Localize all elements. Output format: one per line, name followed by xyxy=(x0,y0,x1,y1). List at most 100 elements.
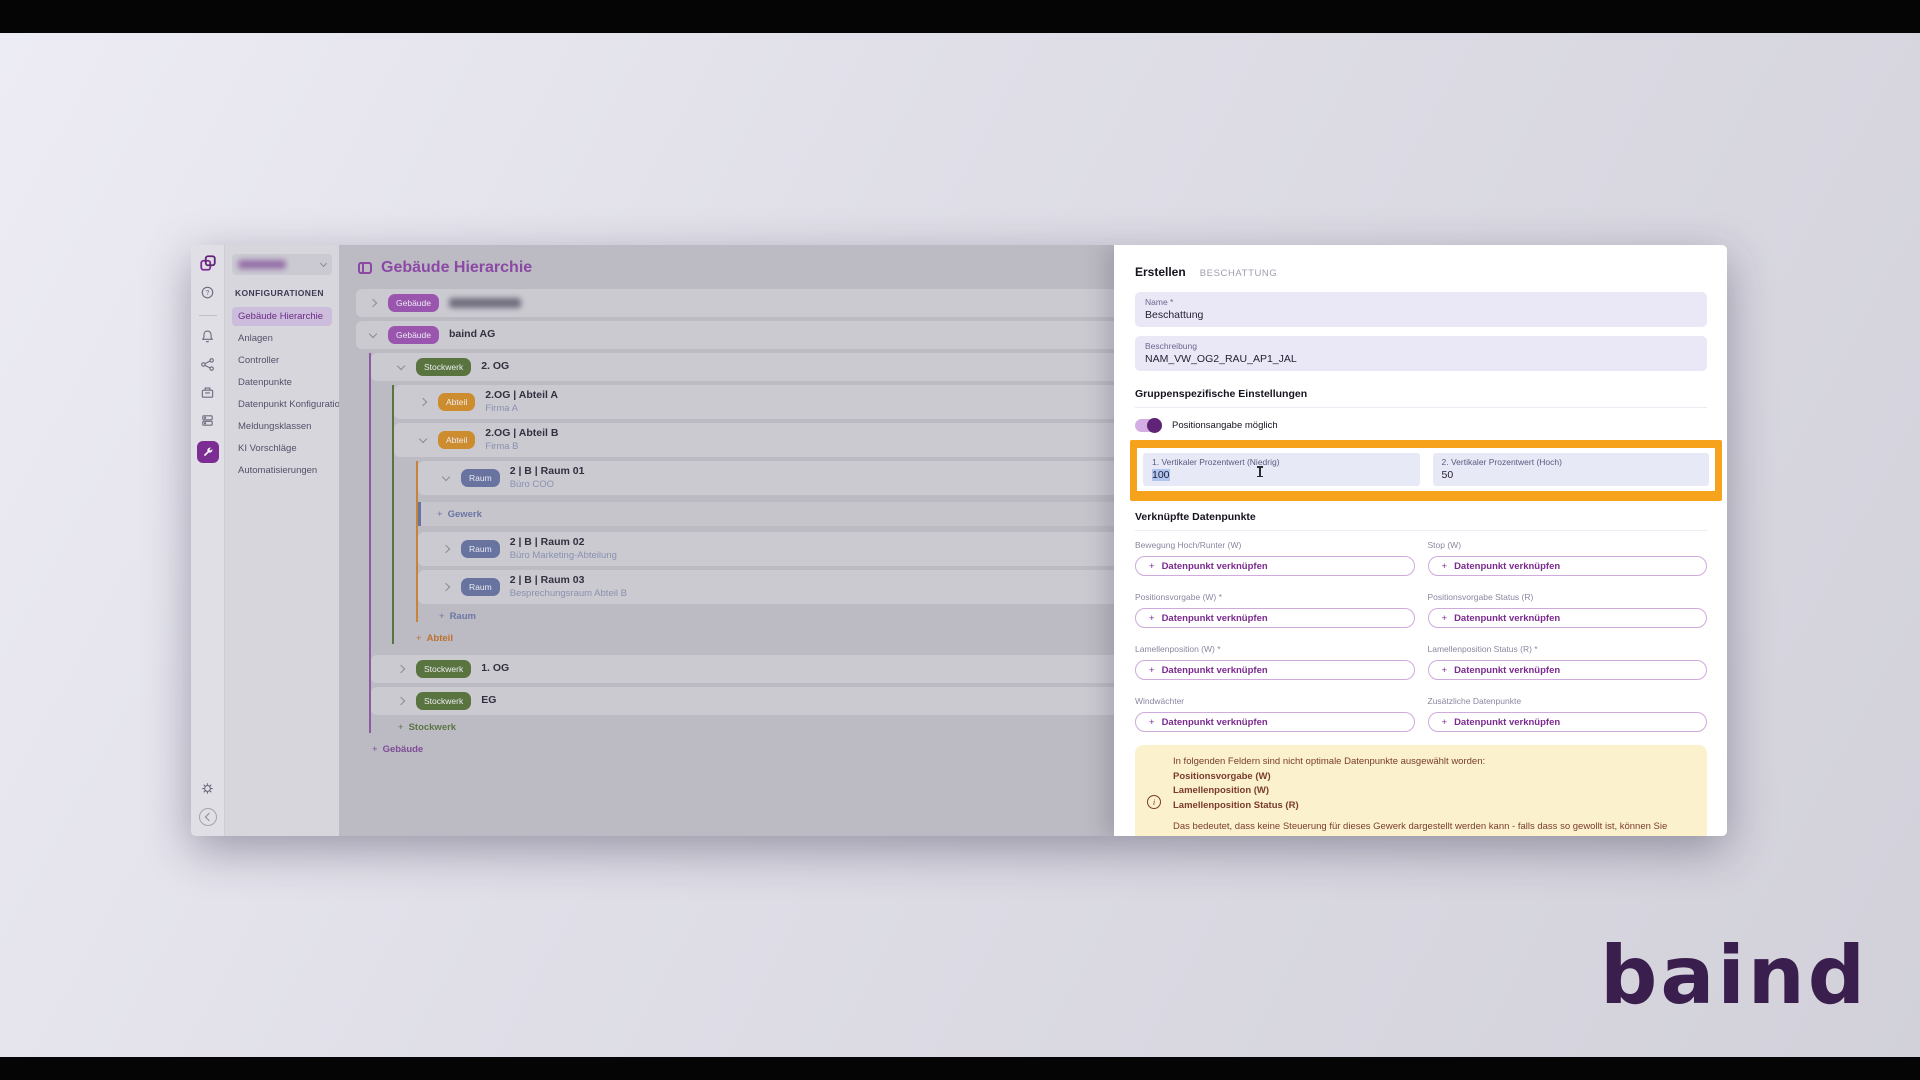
workspace-select[interactable] xyxy=(232,254,332,275)
sidebar-item-datenpunkt-konfiguration[interactable]: Datenpunkt Konfiguration xyxy=(238,399,346,410)
tree-row-raum-01[interactable]: Raum 2 | B | Raum 01 Büro COO xyxy=(418,461,1114,495)
position-toggle-row[interactable]: Positionsangabe möglich xyxy=(1135,418,1707,433)
sidebar-item-gebaeude-hierarchie[interactable]: Gebäude Hierarchie xyxy=(232,307,332,326)
chevron-right-icon[interactable] xyxy=(392,664,410,674)
gear-icon[interactable] xyxy=(200,781,215,796)
chevron-right-icon[interactable] xyxy=(392,696,410,706)
row-title: 2 | B | Raum 02 xyxy=(509,536,585,548)
floor-children-group: Abteil 2.OG | Abteil A Firma A Abteil 2.… xyxy=(392,385,1114,644)
row-subtitle: Besprechungsraum Abteil B xyxy=(509,588,627,600)
add-gebaeude-link[interactable]: Gebäude xyxy=(356,744,1114,755)
warning-outro: Das bedeutet, dass keine Steuerung für d… xyxy=(1173,820,1668,836)
field-label: 2. Vertikaler Prozentwert (Hoch) xyxy=(1441,457,1562,467)
plus-icon xyxy=(1149,717,1155,728)
sidebar-item-datenpunkte[interactable]: Datenpunkte xyxy=(238,377,292,388)
slot-label: Stop (W) xyxy=(1427,540,1462,550)
slot-positionsvorgabe: Positionsvorgabe (W) * Datenpunkt verknü… xyxy=(1135,585,1415,628)
datapoints-title: Verknüpfte Datenpunkte xyxy=(1135,511,1707,531)
plus-icon xyxy=(1149,561,1155,572)
toggle-on-icon[interactable] xyxy=(1135,418,1162,433)
sidebar-item-controller[interactable]: Controller xyxy=(238,355,280,366)
row-title: 2.OG | Abteil A xyxy=(485,389,559,401)
name-field-value: Beschattung xyxy=(1145,309,1204,321)
link-datapoint-button[interactable]: Datenpunkt verknüpfen xyxy=(1427,608,1707,628)
building-children-group: Stockwerk 2. OG Abteil 2.OG | Abteil A F… xyxy=(369,353,1114,733)
info-icon: i xyxy=(1147,795,1161,810)
row-title: 2 | B | Raum 03 xyxy=(509,574,585,586)
sidebar-item-ki-vorschlaege[interactable]: KI Vorschläge xyxy=(238,443,297,454)
link-datapoint-button[interactable]: Datenpunkt verknüpfen xyxy=(1427,712,1707,732)
link-datapoint-button[interactable]: Datenpunkt verknüpfen xyxy=(1427,556,1707,576)
drawer-title: Erstellen xyxy=(1135,265,1186,279)
bell-icon[interactable] xyxy=(200,329,215,344)
bottom-letterbox-bar xyxy=(0,1057,1920,1080)
tree-row-abteil-b[interactable]: Abteil 2.OG | Abteil B Firma B xyxy=(394,423,1114,457)
slot-label: Lamellenposition Status (R) * xyxy=(1427,644,1538,654)
type-badge: Raum xyxy=(461,469,500,487)
type-badge: Abteil xyxy=(438,431,476,449)
sidebar-section-label: KONFIGURATIONEN xyxy=(235,288,324,298)
tree-row-abteil-a[interactable]: Abteil 2.OG | Abteil A Firma A xyxy=(394,385,1114,419)
tree-row-building-redacted[interactable]: Gebäude xyxy=(356,289,1114,317)
group-settings-title: Gruppenspezifische Einstellungen xyxy=(1135,388,1707,408)
datapoints-icon[interactable] xyxy=(200,413,215,428)
slot-lamellenposition-status: Lamellenposition Status (R) * Datenpunkt… xyxy=(1427,637,1707,680)
tree-row-eg[interactable]: Stockwerk EG xyxy=(371,687,1114,715)
add-abteil-label: Abteil xyxy=(426,633,453,644)
vertical-percent-low-field[interactable]: 1. Vertikaler Prozentwert (Niedrig) 100 xyxy=(1143,453,1420,486)
link-button-label: Datenpunkt verknüpfen xyxy=(1454,716,1561,728)
warning-banner: i In folgenden Feldern sind nicht optima… xyxy=(1135,745,1707,836)
row-title: 2 | B | Raum 01 xyxy=(509,465,585,477)
link-button-label: Datenpunkt verknüpfen xyxy=(1454,560,1561,572)
add-gebaeude-label: Gebäude xyxy=(382,744,424,755)
tree-row-1og[interactable]: Stockwerk 1. OG xyxy=(371,655,1114,683)
vertical-percent-high-field[interactable]: 2. Vertikaler Prozentwert (Hoch) 50 xyxy=(1432,453,1709,486)
annotation-highlight-box: 1. Vertikaler Prozentwert (Niedrig) 100 … xyxy=(1130,440,1722,501)
top-letterbox-bar xyxy=(0,0,1920,33)
sidebar-item-automatisierungen[interactable]: Automatisierungen xyxy=(238,465,318,476)
slot-zusaetzliche: Zusätzliche Datenpunkte Datenpunkt verkn… xyxy=(1427,689,1707,732)
share-icon[interactable] xyxy=(200,357,215,372)
collapse-icon[interactable] xyxy=(198,808,217,826)
link-datapoint-button[interactable]: Datenpunkt verknüpfen xyxy=(1135,660,1415,680)
wrench-icon[interactable] xyxy=(196,441,219,463)
sidebar-item-meldungsklassen[interactable]: Meldungsklassen xyxy=(238,421,312,432)
tree-row-raum-03[interactable]: Raum 2 | B | Raum 03 Besprechungsraum Ab… xyxy=(418,570,1114,604)
chevron-right-icon[interactable] xyxy=(437,582,455,592)
assets-icon[interactable] xyxy=(200,385,215,400)
slot-stop: Stop (W) Datenpunkt verknüpfen xyxy=(1427,533,1707,576)
add-raum-link[interactable]: Raum xyxy=(418,611,1114,622)
description-field-value: NAM_VW_OG2_RAU_AP1_JAL xyxy=(1145,353,1297,365)
help-icon[interactable]: ? xyxy=(200,285,215,300)
link-datapoint-button[interactable]: Datenpunkt verknüpfen xyxy=(1135,712,1415,732)
chevron-down-icon[interactable] xyxy=(392,361,410,370)
name-field[interactable]: Name * Beschattung xyxy=(1135,292,1707,327)
chevron-down-icon[interactable] xyxy=(364,329,382,338)
chevron-right-icon[interactable] xyxy=(437,544,455,554)
plus-icon xyxy=(1442,613,1448,624)
chevron-down-icon[interactable] xyxy=(414,434,432,443)
chevron-right-icon[interactable] xyxy=(414,397,432,407)
link-datapoint-button[interactable]: Datenpunkt verknüpfen xyxy=(1427,660,1707,680)
slot-lamellenposition: Lamellenposition (W) * Datenpunkt verknü… xyxy=(1135,637,1415,680)
add-abteil-link[interactable]: Abteil xyxy=(394,633,1114,644)
chevron-down-icon[interactable] xyxy=(437,472,455,481)
name-field-label: Name * xyxy=(1145,297,1174,307)
description-field-label: Beschreibung xyxy=(1145,341,1197,351)
chevron-right-icon[interactable] xyxy=(364,298,382,308)
tree-row-2og[interactable]: Stockwerk 2. OG xyxy=(371,353,1114,381)
description-field[interactable]: Beschreibung NAM_VW_OG2_RAU_AP1_JAL xyxy=(1135,336,1707,371)
add-gewerk-link[interactable]: Gewerk xyxy=(418,502,1114,526)
link-datapoint-button[interactable]: Datenpunkt verknüpfen xyxy=(1135,556,1415,576)
tree-row-baind-ag[interactable]: Gebäude baind AG xyxy=(356,321,1114,349)
tree-row-raum-02[interactable]: Raum 2 | B | Raum 02 Büro Marketing-Abte… xyxy=(418,532,1114,566)
link-datapoint-button[interactable]: Datenpunkt verknüpfen xyxy=(1135,608,1415,628)
sidebar-item-anlagen[interactable]: Anlagen xyxy=(238,333,273,344)
row-title: 1. OG xyxy=(481,662,510,675)
add-stockwerk-link[interactable]: Stockwerk xyxy=(371,722,1114,733)
type-badge: Gebäude xyxy=(388,326,439,344)
row-title: 2.OG | Abteil B xyxy=(485,427,559,439)
add-stockwerk-label: Stockwerk xyxy=(408,722,457,733)
slot-windwaechter: Windwächter Datenpunkt verknüpfen xyxy=(1135,689,1415,732)
